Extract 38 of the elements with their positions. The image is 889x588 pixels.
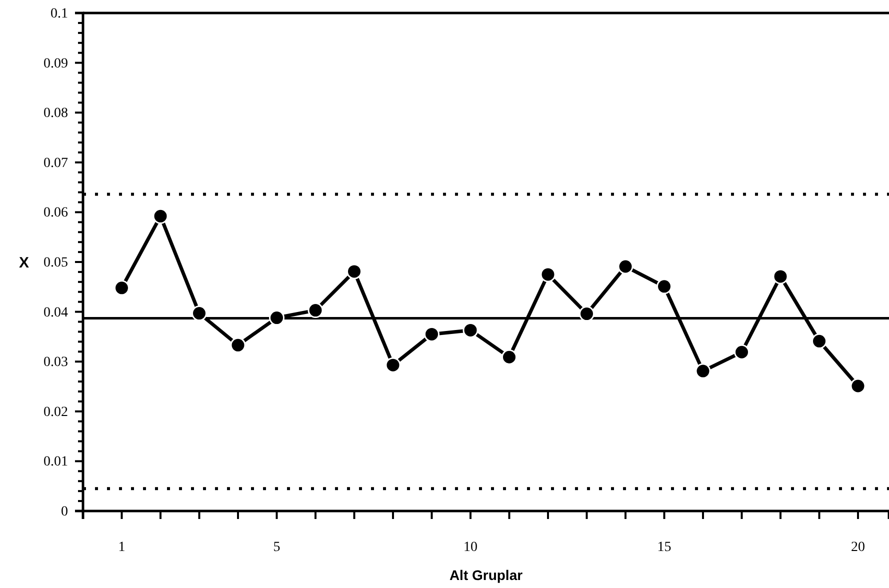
- y-tick-label: 0.03: [44, 355, 68, 370]
- x-tick-label: 10: [464, 540, 478, 555]
- y-tick-label: 0.09: [44, 56, 68, 72]
- y-axis-title: X: [18, 254, 30, 272]
- point: [424, 326, 440, 342]
- point: [656, 278, 672, 294]
- x-tick-label: 5: [273, 540, 280, 555]
- x-tick-label: 20: [851, 540, 865, 555]
- point: [695, 363, 711, 379]
- y-tick-label: 0.02: [44, 404, 68, 420]
- point: [618, 258, 634, 274]
- point: [230, 337, 246, 353]
- point: [850, 378, 866, 394]
- point: [540, 266, 556, 282]
- y-tick-label: 0.08: [44, 106, 68, 122]
- point: [192, 306, 207, 322]
- y-tick-label: 0: [61, 504, 68, 520]
- point: [308, 302, 324, 318]
- y-tick-label: 0.06: [44, 206, 68, 221]
- point: [462, 322, 478, 338]
- y-tick-label: 0.1: [50, 6, 68, 22]
- point: [152, 208, 168, 224]
- point: [502, 349, 517, 365]
- point: [772, 268, 788, 284]
- point: [812, 333, 827, 349]
- point: [579, 306, 594, 322]
- y-tick-label: 0.05: [44, 255, 68, 270]
- x-tick-label: 15: [657, 540, 672, 555]
- point: [269, 310, 284, 326]
- point: [114, 280, 130, 296]
- y-tick-label: 0.04: [44, 305, 68, 320]
- x-axis-title: Alt Gruplar: [449, 567, 524, 583]
- x-tick-label: 1: [118, 540, 126, 555]
- y-tick-label: 0.01: [44, 454, 68, 470]
- point: [734, 344, 750, 360]
- point: [346, 264, 362, 280]
- y-tick-label: 0.07: [44, 156, 68, 171]
- point: [385, 357, 401, 373]
